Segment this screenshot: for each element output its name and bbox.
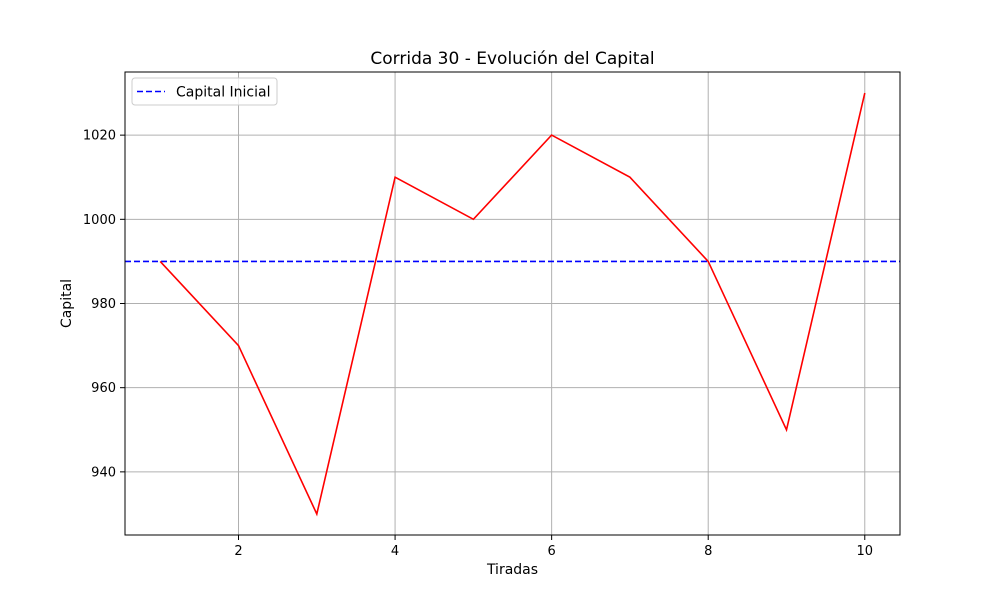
legend-box — [131, 77, 278, 106]
y-tick-label: 1000 — [83, 213, 116, 228]
x-tick-label: 2 — [234, 544, 242, 559]
x-tick-label: 4 — [391, 544, 399, 559]
y-tick-label: 940 — [91, 465, 116, 480]
capital-series-line — [159, 92, 866, 517]
x-tick-label: 8 — [704, 544, 712, 559]
legend: Capital Inicial — [131, 77, 278, 106]
x-axis-title: Tiradas — [486, 562, 538, 578]
x-tick-label: 6 — [548, 544, 556, 559]
grid — [125, 72, 900, 535]
y-tick-label: 980 — [91, 297, 116, 312]
series-layer — [159, 92, 866, 517]
y-tick-label: 1020 — [83, 129, 116, 144]
x-tick-label: 10 — [856, 544, 873, 559]
y-axis-ticks: 940 960 980 1000 1020 — [83, 129, 125, 480]
y-tick-label: 960 — [91, 381, 116, 396]
legend-label: Capital Inicial — [176, 85, 271, 101]
y-axis-title: Capital — [59, 279, 75, 328]
chart-title: Corrida 30 - Evolución del Capital — [370, 49, 654, 69]
x-axis-ticks: 2 4 6 8 10 — [234, 535, 873, 559]
